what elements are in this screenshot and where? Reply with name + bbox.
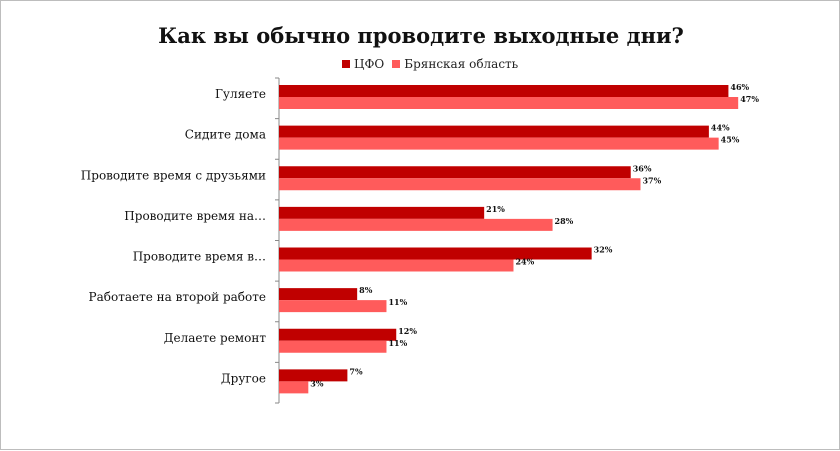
data-label-series-1: 8% [359,285,373,295]
legend-swatch-series-2 [392,60,401,68]
bar-series-1 [279,85,729,97]
category-label: Гуляете [215,87,266,101]
bar-series-1 [279,288,358,301]
data-label-series-1: 44% [711,123,730,133]
data-label-series-2: 3% [310,378,324,388]
data-label-series-2: 11% [388,338,407,348]
legend-label-series-2: Брянская область [404,57,519,71]
data-label-series-2: 24% [515,257,534,267]
data-label-series-2: 47% [740,94,759,104]
bar-series-1 [279,166,631,179]
category-label: Делаете ремонт [164,331,267,345]
bar-series-1 [279,125,709,138]
bar-series-2 [279,218,553,231]
bar-series-1 [279,247,592,260]
chart-legend: ЦФО Брянская область [342,57,526,71]
data-label-series-2: 37% [642,175,661,185]
bar-series-2 [279,97,739,109]
bar-series-2 [279,381,309,394]
legend-swatch-series-1 [342,60,350,68]
bar-series-2 [279,340,387,353]
legend-item-series-1: ЦФО [342,57,384,71]
data-label-series-1: 12% [398,326,417,336]
data-label-series-1: 36% [633,163,652,173]
category-label: Проводите время в… [133,250,266,264]
bar-series-2 [279,137,719,150]
bar-series-1 [279,369,348,382]
bar-series-1 [279,206,485,219]
category-label: Работаете на второй работе [89,290,266,304]
bar-series-1 [279,328,397,341]
legend-label-series-1: ЦФО [354,57,385,71]
chart-title: Как вы обычно проводите выходные дни? [158,23,684,48]
data-label-series-2: 11% [388,297,407,307]
data-label-series-2: 28% [555,216,574,226]
bar-series-2 [279,259,514,272]
bar-series-2 [279,300,387,313]
category-label: Проводите время на… [124,209,266,223]
data-label-series-2: 45% [721,135,740,145]
bar-series-2 [279,178,641,191]
data-label-series-1: 7% [349,366,363,376]
data-label-series-1: 46% [730,82,749,92]
category-label: Сидите дома [185,128,266,142]
legend-item-series-2: Брянская область [392,57,518,71]
data-label-series-1: 21% [486,204,505,214]
data-label-series-1: 32% [594,245,613,255]
category-label: Другое [221,371,266,385]
category-label: Проводите время с друзьями [81,168,266,182]
